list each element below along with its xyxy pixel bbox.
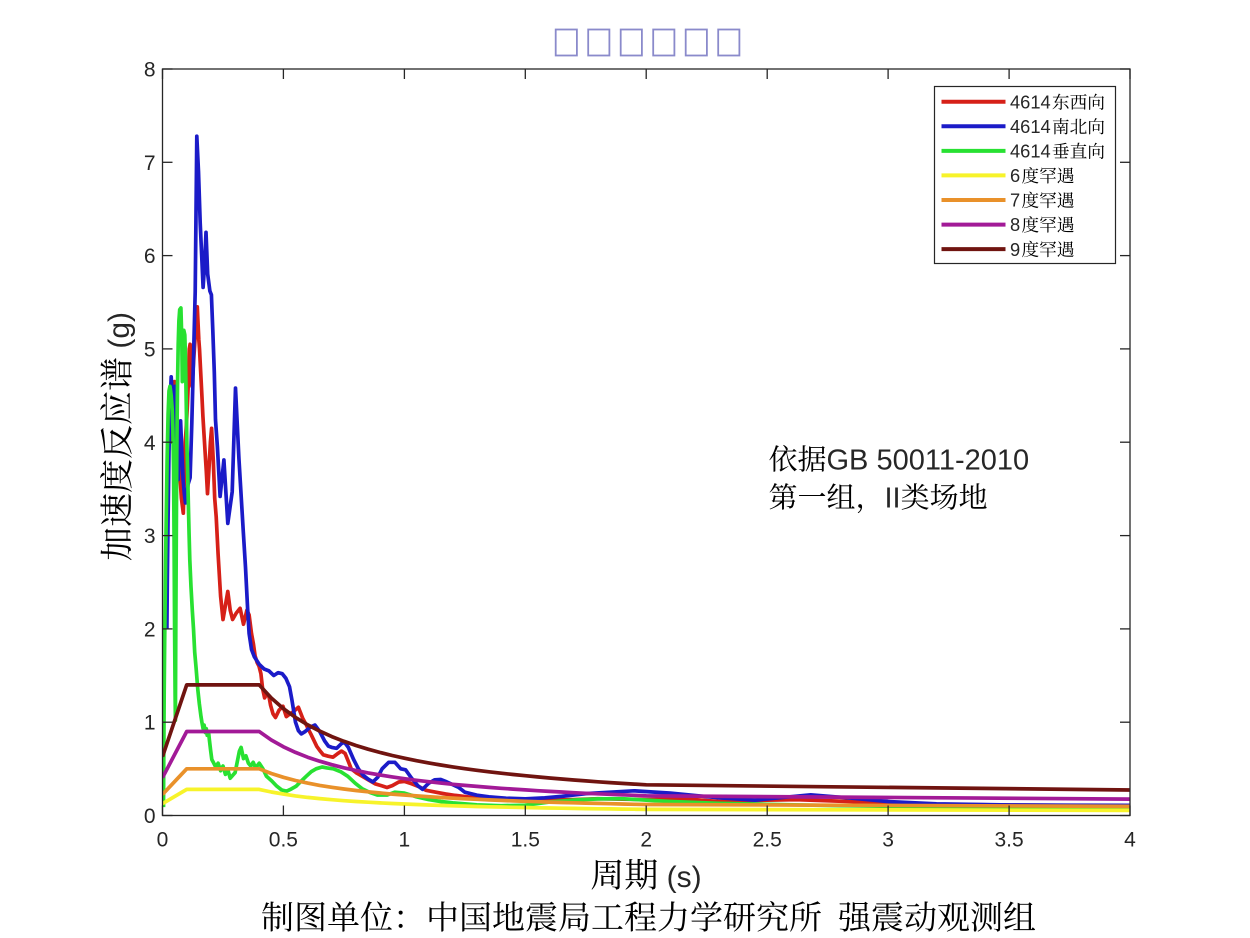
svg-text:4: 4 [144,432,156,455]
svg-text:1.5: 1.5 [511,829,540,852]
svg-text:1: 1 [399,829,411,852]
svg-text:5: 5 [144,338,156,361]
svg-text:3: 3 [882,829,894,852]
svg-text:3: 3 [144,525,156,548]
svg-text:6: 6 [144,245,156,268]
svg-text:4614: 4614 [1010,92,1051,113]
svg-text:2.5: 2.5 [753,829,782,852]
svg-text:7: 7 [144,152,156,175]
svg-text:1: 1 [144,712,156,735]
svg-text:8: 8 [1010,214,1020,235]
svg-text:3.5: 3.5 [994,829,1023,852]
svg-text:0: 0 [157,829,169,852]
svg-text:8: 8 [144,59,156,82]
svg-text:(g): (g) [103,312,136,357]
svg-text:6: 6 [1010,165,1020,186]
svg-text:9: 9 [1010,239,1020,260]
svg-text:4614: 4614 [1010,116,1051,137]
svg-text:7: 7 [1010,190,1020,211]
svg-text:4614: 4614 [1010,141,1051,162]
svg-text:GB 50011-2010: GB 50011-2010 [827,445,1030,477]
svg-text:4: 4 [1124,829,1136,852]
svg-text:II: II [885,483,901,515]
svg-text:0.5: 0.5 [269,829,298,852]
svg-text:0: 0 [144,805,156,828]
svg-text:2: 2 [144,618,156,641]
svg-text:(s): (s) [658,861,701,894]
svg-text:2: 2 [640,829,652,852]
